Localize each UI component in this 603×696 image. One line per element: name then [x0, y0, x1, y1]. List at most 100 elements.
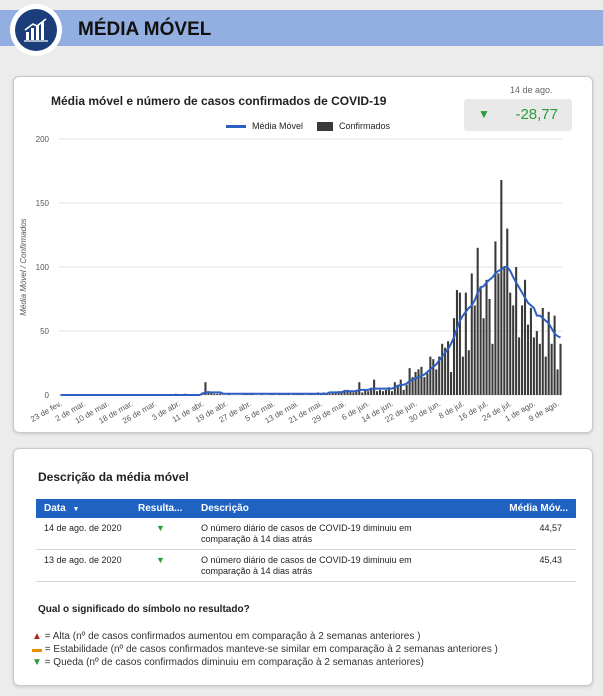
- table-header: Data ▼ Resulta... Descrição Média Móv...: [36, 499, 576, 518]
- cell-media: 44,57: [539, 523, 562, 533]
- y-tick-label: 0: [45, 391, 50, 400]
- bar: [204, 382, 207, 395]
- bar: [450, 371, 453, 395]
- bar: [535, 331, 538, 395]
- table-row[interactable]: 14 de ago. de 2020 ▼ O número diário de …: [36, 518, 576, 550]
- bar: [399, 379, 402, 395]
- sort-desc-icon[interactable]: ▼: [72, 506, 80, 513]
- bar: [503, 267, 506, 395]
- legend-bar-swatch: [317, 121, 334, 131]
- bar: [494, 241, 497, 395]
- bar: [334, 392, 337, 395]
- bar: [461, 356, 464, 395]
- bar: [343, 389, 346, 395]
- bar: [441, 343, 444, 395]
- kpi-date: 14 de ago.: [510, 85, 553, 95]
- bar: [458, 292, 461, 395]
- bar: [485, 279, 488, 395]
- cell-media: 45,43: [539, 555, 562, 565]
- bar: [216, 393, 219, 395]
- bar: [544, 356, 547, 395]
- bar: [447, 341, 450, 395]
- bar: [352, 392, 355, 395]
- chart-legend[interactable]: Média Móvel Confirmados: [226, 121, 390, 131]
- kpi-scorecard: ▼ -28,77: [464, 99, 572, 131]
- bar: [396, 384, 399, 395]
- bar: [541, 307, 544, 395]
- bar: [559, 343, 562, 395]
- bar: [210, 392, 213, 395]
- bar: [509, 292, 512, 395]
- bar: [470, 273, 473, 395]
- bar: [538, 343, 541, 395]
- bar: [479, 286, 482, 395]
- bar: [473, 305, 476, 395]
- col-header-date[interactable]: Data ▼: [44, 503, 80, 514]
- y-tick-label: 100: [36, 263, 50, 272]
- bar: [376, 391, 379, 395]
- bar: [523, 279, 527, 395]
- col-header-media[interactable]: Média Móv...: [509, 503, 568, 514]
- bar: [500, 179, 503, 395]
- bar: [491, 343, 494, 395]
- bar: [328, 393, 331, 395]
- bar: [521, 305, 524, 395]
- bar: [405, 384, 408, 395]
- legend-item-up: ▲ = Alta (nº de casos confirmados aument…: [32, 631, 421, 642]
- description-title: Descrição da média móvel: [38, 470, 189, 484]
- moving-average-line: [60, 266, 561, 396]
- bar: [381, 391, 385, 395]
- bar: [378, 389, 382, 395]
- bar: [438, 356, 441, 395]
- bar: [414, 371, 417, 395]
- bar: [512, 305, 515, 395]
- description-table: Data ▼ Resulta... Descrição Média Móv...…: [36, 499, 576, 582]
- bar: [482, 318, 485, 395]
- description-card: Descrição da média móvel Data ▼ Resulta.…: [13, 448, 593, 686]
- bar: [387, 387, 390, 395]
- bar: [547, 311, 550, 395]
- cell-description: O número diário de casos de COVID-19 dim…: [201, 555, 412, 576]
- bar: [426, 373, 429, 395]
- bar-chart-growth-icon: [15, 9, 57, 51]
- bar: [213, 393, 216, 395]
- down-arrow-icon: ▼: [32, 657, 42, 668]
- chart-title: Média móvel e número de casos confirmado…: [51, 94, 387, 108]
- kpi-value: -28,77: [515, 106, 558, 123]
- cell-date: 13 de ago. de 2020: [44, 555, 122, 565]
- legend-line-swatch: [226, 124, 246, 128]
- col-header-result[interactable]: Resulta...: [138, 503, 183, 514]
- cell-date: 14 de ago. de 2020: [44, 523, 122, 533]
- bar: [532, 337, 535, 395]
- page-title: MÉDIA MÓVEL: [78, 19, 212, 40]
- cell-description: O número diário de casos de COVID-19 dim…: [201, 523, 412, 544]
- dash-icon: ▬: [32, 644, 42, 655]
- table-row[interactable]: 13 de ago. de 2020 ▼ O número diário de …: [36, 550, 576, 582]
- bar: [529, 307, 532, 395]
- up-arrow-icon: ▲: [32, 631, 42, 642]
- y-tick-label: 150: [36, 199, 50, 208]
- bar: [367, 391, 370, 395]
- legend-line-label: Média Móvel: [252, 121, 304, 131]
- chart-card: Média móvel e número de casos confirmado…: [13, 76, 593, 433]
- bar: [432, 359, 435, 395]
- bar: [411, 377, 414, 395]
- bar: [355, 389, 358, 395]
- col-header-description[interactable]: Descrição: [201, 503, 249, 514]
- bar: [444, 347, 447, 395]
- symbol-question: Qual o significado do símbolo no resulta…: [38, 604, 250, 615]
- header-banner: [0, 10, 603, 46]
- down-arrow-icon: ▼: [156, 555, 165, 565]
- bar: [384, 389, 387, 395]
- bar: [476, 247, 479, 395]
- bar: [553, 315, 556, 395]
- bar: [417, 369, 420, 395]
- bar: [518, 337, 521, 395]
- bar: [423, 377, 426, 395]
- bar: [358, 382, 361, 395]
- bar: [452, 318, 456, 395]
- legend-item-down: ▼ = Queda (nº de casos confirmados dimin…: [32, 657, 424, 668]
- bar: [556, 369, 559, 395]
- bar: [390, 391, 393, 395]
